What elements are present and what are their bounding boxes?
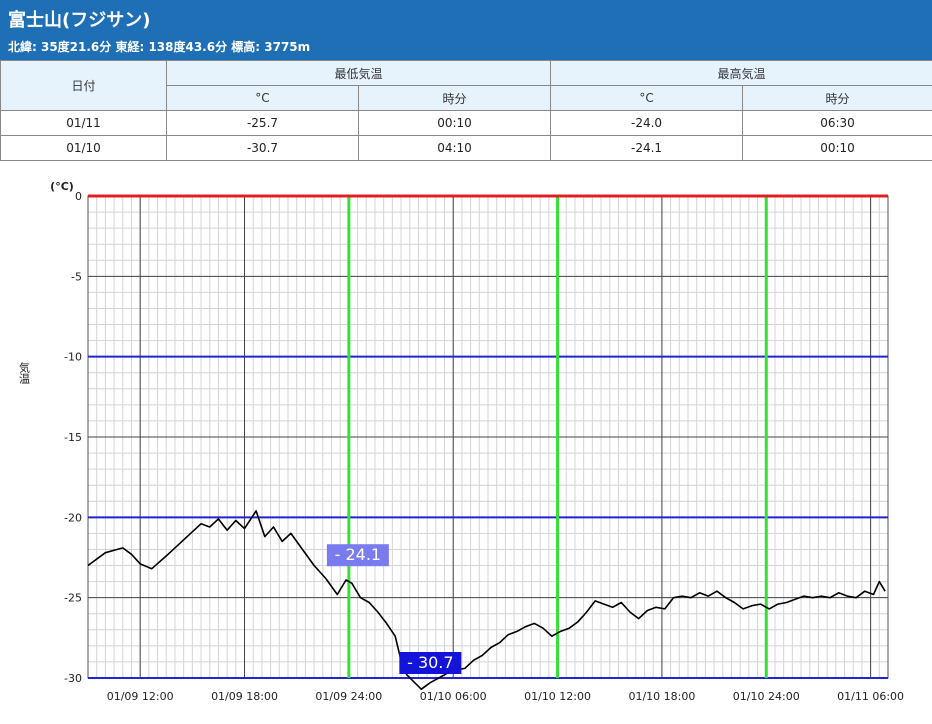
row-min-temp: -30.7 xyxy=(166,135,359,161)
y-tick-label: -15 xyxy=(64,431,82,444)
min-temp-label-box xyxy=(399,652,462,674)
x-tick-label: 01/09 24:00 xyxy=(315,690,382,703)
station-header: 富士山(フジサン) 北緯: 35度21.6分 東経: 138度43.6分 標高:… xyxy=(0,0,932,60)
temperature-line xyxy=(87,510,886,691)
table-row: 01/11 -25.7 00:10 -24.0 06:30 xyxy=(0,110,932,136)
date-header: 日付 xyxy=(0,60,167,111)
y-tick-label: -10 xyxy=(64,351,82,364)
row-max-temp: -24.0 xyxy=(550,110,744,136)
x-tick-label: 01/09 12:00 xyxy=(107,690,174,703)
max-temp-label-box xyxy=(326,544,389,567)
temperature-chart: - 24.1 - 30.7 0 -5 -10 -15 -20 -25 -30 01/09 12… xyxy=(18,180,905,703)
row-max-time: 06:30 xyxy=(742,110,932,136)
row-max-time: 00:10 xyxy=(742,135,932,161)
table-row: 01/10 -30.7 04:10 -24.1 00:10 xyxy=(0,135,932,161)
max-temp-header: 最高気温 xyxy=(550,60,932,86)
station-title: 富士山(フジサン) xyxy=(8,10,151,31)
x-tick-label: 01/10 06:00 xyxy=(420,690,487,703)
y-tick-label: -20 xyxy=(64,511,82,524)
y-unit-label: (°C) xyxy=(50,180,74,193)
y-tick-label: -5 xyxy=(71,270,82,283)
x-tick-label: 01/09 18:00 xyxy=(211,690,278,703)
row-min-time: 00:10 xyxy=(357,110,552,136)
summary-table: 日付 最低気温 最高気温 °C 時分 °C 時分 01/11 -25.7 00:… xyxy=(0,60,932,161)
max-unit-header: °C xyxy=(550,85,744,111)
x-tick-label: 01/11 06:00 xyxy=(837,690,904,703)
row-min-temp: -25.7 xyxy=(166,110,359,136)
min-temp-label: - 30.7 xyxy=(407,653,453,672)
min-time-header: 時分 xyxy=(357,85,552,111)
min-unit-header: °C xyxy=(166,85,359,111)
x-tick-label: 01/10 12:00 xyxy=(524,690,591,703)
y-tick-label: -25 xyxy=(64,592,82,605)
max-temp-label: - 24.1 xyxy=(335,545,381,564)
row-max-temp: -24.1 xyxy=(550,135,744,161)
y-tick-label: -30 xyxy=(64,672,82,685)
y-axis-label: 気温 xyxy=(18,360,31,383)
row-date: 01/11 xyxy=(0,110,167,136)
row-date: 01/10 xyxy=(0,135,167,161)
y-tick-label: 0 xyxy=(75,190,82,203)
max-time-header: 時分 xyxy=(742,85,932,111)
min-temp-header: 最低気温 xyxy=(165,60,552,86)
station-location: 北緯: 35度21.6分 東経: 138度43.6分 標高: 3775m xyxy=(8,40,311,54)
row-min-time: 04:10 xyxy=(357,135,552,161)
x-tick-label: 01/10 18:00 xyxy=(628,690,695,703)
x-tick-label: 01/10 24:00 xyxy=(733,690,800,703)
